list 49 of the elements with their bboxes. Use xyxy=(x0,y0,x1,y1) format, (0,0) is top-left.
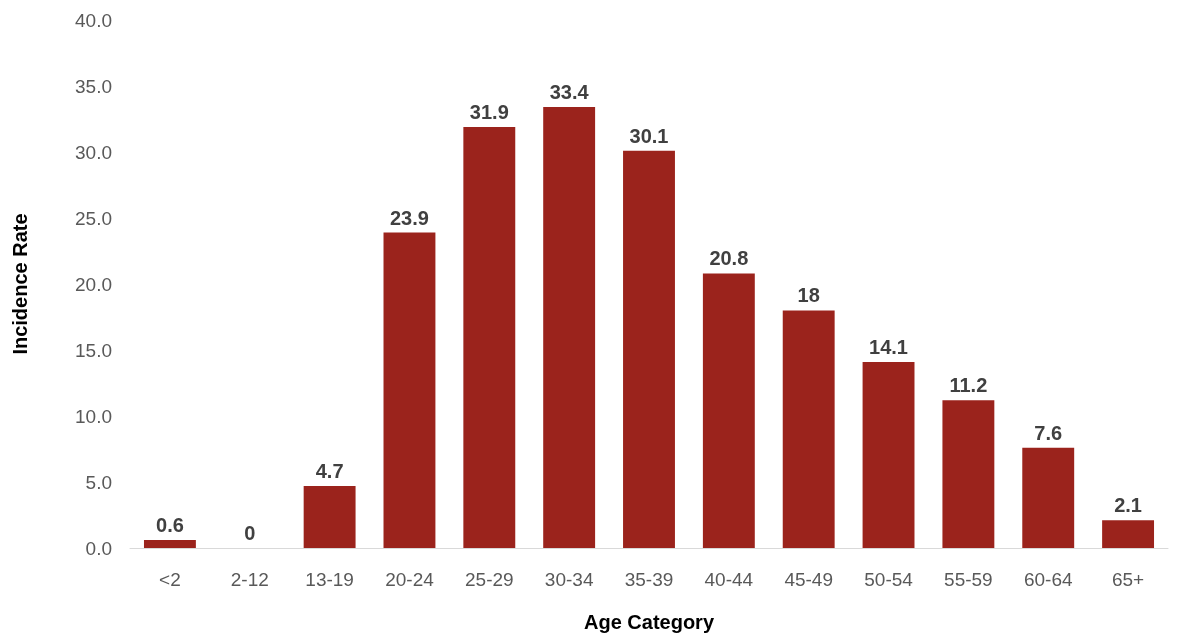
data-label: 18 xyxy=(797,284,820,307)
x-tick-label: 25-29 xyxy=(465,569,514,590)
x-tick-label: 60-64 xyxy=(1023,569,1073,590)
data-label: 23.9 xyxy=(389,206,429,229)
y-tick-label: 35.0 xyxy=(75,75,112,97)
data-label: 0 xyxy=(244,522,256,544)
x-tick-label: 45-49 xyxy=(784,569,833,590)
bar xyxy=(702,273,755,548)
y-tick-label: 10.0 xyxy=(75,405,112,427)
x-tick-label: 30-34 xyxy=(544,569,594,590)
bar xyxy=(862,361,915,548)
x-tick-label: 35-39 xyxy=(624,569,674,590)
data-label: 33.4 xyxy=(549,81,590,104)
x-tick-label: 2-12 xyxy=(230,569,269,590)
data-label: 4.7 xyxy=(315,459,344,482)
bar xyxy=(303,485,356,548)
data-label: 11.2 xyxy=(949,374,988,397)
bar xyxy=(143,540,196,548)
x-tick-label: 20-24 xyxy=(385,569,435,590)
x-tick-label: 65+ xyxy=(1111,569,1145,590)
data-label: 7.6 xyxy=(1034,421,1063,444)
data-label: 14.1 xyxy=(869,335,909,358)
data-label: 30.1 xyxy=(629,124,669,147)
y-tick-label: 0.0 xyxy=(85,537,112,559)
bar xyxy=(942,400,995,548)
bar xyxy=(623,150,675,548)
data-label: 2.1 xyxy=(1114,494,1142,517)
x-tick-label: 50-54 xyxy=(864,569,914,590)
bar xyxy=(383,232,436,548)
y-axis-title: Incidence Rate xyxy=(9,213,31,355)
data-label: 0.6 xyxy=(156,514,184,537)
bar xyxy=(463,126,516,548)
bar xyxy=(1102,520,1155,548)
y-tick-label: 15.0 xyxy=(75,339,112,361)
x-tick-label: 55-59 xyxy=(944,569,993,590)
bar xyxy=(782,310,835,548)
bar xyxy=(543,107,596,548)
data-label: 31.9 xyxy=(469,100,509,123)
x-tick-label: 40-44 xyxy=(704,569,754,590)
x-tick-label: <2 xyxy=(159,569,181,590)
x-axis-title: Age Category xyxy=(583,611,715,633)
x-tick-label: 13-19 xyxy=(305,569,354,590)
bar xyxy=(1022,447,1075,548)
y-tick-label: 25.0 xyxy=(75,207,112,229)
y-tick-label: 40.0 xyxy=(75,9,112,31)
data-label: 20.8 xyxy=(709,247,749,270)
y-tick-label: 5.0 xyxy=(85,471,112,493)
y-tick-label: 30.0 xyxy=(75,141,112,163)
y-tick-label: 20.0 xyxy=(75,273,112,295)
